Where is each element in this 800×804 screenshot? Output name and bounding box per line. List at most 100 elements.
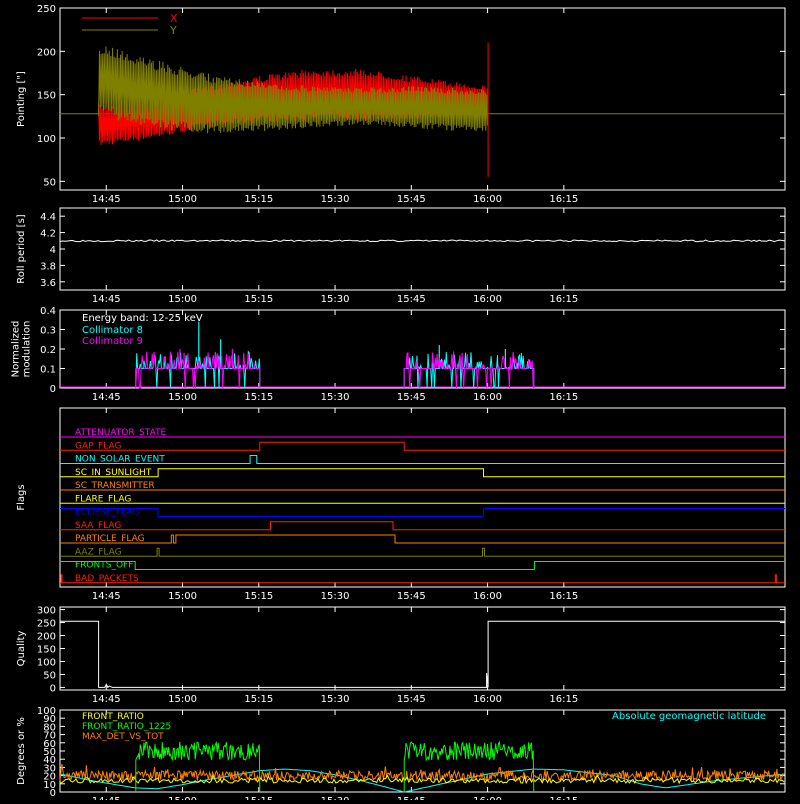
flags-frame bbox=[59, 407, 786, 588]
series-line-roll-period bbox=[59, 239, 785, 243]
flag-line-eclipse-flag bbox=[60, 508, 785, 517]
roll_period-xtick-label: 15:15 bbox=[244, 294, 273, 305]
ratios-xtick-label: 15:45 bbox=[397, 796, 426, 800]
flag-label-sc-transmitter: SC_TRANSMITTER bbox=[75, 481, 155, 491]
flags-xtick-label: 15:00 bbox=[168, 591, 197, 602]
series-line-Y bbox=[98, 46, 488, 134]
flags-xtick-label: 15:45 bbox=[397, 591, 426, 602]
series-line-quality bbox=[60, 620, 785, 689]
pointing-ylabel: Pointing ["] bbox=[16, 71, 27, 127]
legend-label-front-ratio-1225: FRONT_RATIO_1225 bbox=[82, 722, 171, 732]
modulation-ylabel: modulation bbox=[22, 321, 33, 378]
pointing-xtick-label: 15:30 bbox=[321, 194, 350, 205]
modulation-ytick-label: 0 bbox=[50, 384, 56, 395]
pointing-xtick-label: 15:15 bbox=[244, 194, 273, 205]
ratios-xtick-label: 15:30 bbox=[321, 796, 350, 800]
modulation-ytick-label: 0.1 bbox=[40, 365, 56, 376]
flag-line-bad-packets bbox=[60, 574, 785, 584]
flag-line-non-solar-event bbox=[60, 455, 785, 464]
modulation-ytick-label: 0.4 bbox=[40, 306, 56, 317]
flag-label-attenuator-state: ATTENUATOR_STATE bbox=[75, 428, 167, 438]
roll_period-xtick-label: 16:15 bbox=[549, 294, 578, 305]
modulation-xtick-label: 16:15 bbox=[549, 392, 578, 403]
flag-line-fronts-off bbox=[60, 561, 785, 570]
ratios-xtick-label: 15:15 bbox=[244, 796, 273, 800]
legend-label-max-det-vs-tot: MAX_DET_VS_TOT bbox=[82, 732, 164, 742]
flag-line-aaz-flag bbox=[60, 547, 785, 557]
ratios-ytick-label: 50 bbox=[43, 747, 56, 758]
flags-xtick-label: 16:00 bbox=[473, 591, 502, 602]
pointing-panel: 14:45 15:00 15:15 15:30 15:45 16:00 16:15 50 100… bbox=[16, 4, 786, 205]
flag-line-particle-flag bbox=[60, 534, 785, 544]
roll_period-ytick-label: 3.6 bbox=[40, 278, 56, 289]
ratios-xtick-label: 16:15 bbox=[549, 796, 578, 800]
flag-line-sc-in-sunlight bbox=[60, 468, 785, 478]
quality-xtick-label: 14:45 bbox=[92, 694, 121, 705]
ratios-xtick-label: 16:00 bbox=[473, 796, 502, 800]
series-line-Collimator-9 bbox=[403, 351, 535, 389]
roll_period-xtick-label: 15:30 bbox=[321, 294, 350, 305]
pointing-xtick-label: 15:45 bbox=[397, 194, 426, 205]
pointing-ytick-label: 150 bbox=[37, 91, 56, 102]
modulation-xtick-label: 16:00 bbox=[473, 392, 502, 403]
flag-label-particle-flag: PARTICLE_FLAG bbox=[75, 534, 145, 544]
quality-ytick-label: 50 bbox=[43, 670, 56, 681]
flags-xtick-label: 15:30 bbox=[321, 591, 350, 602]
flag-label-fronts-off: FRONTS_OFF bbox=[75, 561, 133, 571]
ratios-ytick-label: 10 bbox=[43, 780, 56, 791]
pointing-frame bbox=[59, 7, 786, 191]
legend-label-Collimator-9: Collimator 9 bbox=[82, 336, 143, 347]
geomagnetic-latitude-annotation: Absolute geomagnetic latitude bbox=[612, 711, 766, 722]
ratios-ytick-label: 100 bbox=[37, 706, 56, 717]
pointing-ytick-label: 100 bbox=[37, 134, 56, 145]
pointing-ytick-label: 250 bbox=[37, 4, 56, 15]
modulation-xtick-label: 15:00 bbox=[168, 392, 197, 403]
ratios-xtick-label: 15:00 bbox=[168, 796, 197, 800]
ratios-ytick-label: 20 bbox=[43, 772, 56, 783]
modulation-ytick-label: 0.3 bbox=[40, 326, 56, 337]
series-line-geomagnetic-latitude bbox=[59, 768, 785, 793]
roll_period-xtick-label: 16:00 bbox=[473, 294, 502, 305]
legend-label-front-ratio: FRONT_RATIO bbox=[82, 712, 144, 722]
flag-label-eclipse-flag: ECLIPSE_FLAG bbox=[75, 508, 139, 518]
flag-label-sc-in-sunlight: SC_IN_SUNLIGHT bbox=[75, 468, 152, 478]
pointing-xtick-label: 14:45 bbox=[92, 194, 121, 205]
series-line-front-ratio-1225 bbox=[403, 740, 535, 793]
ratios-ytick-label: 0 bbox=[50, 788, 56, 799]
quality-xtick-label: 15:00 bbox=[168, 694, 197, 705]
ratios-ytick-label: 60 bbox=[43, 739, 56, 750]
quality-ytick-label: 250 bbox=[37, 619, 56, 630]
quality-xtick-label: 16:15 bbox=[549, 694, 578, 705]
flags-xtick-label: 15:15 bbox=[244, 591, 273, 602]
modulation-xtick-label: 14:45 bbox=[92, 392, 121, 403]
quality-xtick-label: 15:15 bbox=[244, 694, 273, 705]
ratios-ytick-label: 80 bbox=[43, 722, 56, 733]
flags-ylabel: Flags bbox=[16, 484, 27, 510]
flags-xtick-label: 14:45 bbox=[92, 591, 121, 602]
quality-panel: 14:45 15:00 15:15 15:30 15:45 16:00 16:15 0 50 10… bbox=[16, 606, 786, 705]
roll_period-ytick-label: 4.4 bbox=[40, 212, 56, 223]
series-line-Collimator-8 bbox=[135, 350, 261, 389]
ratios-xtick-label: 14:45 bbox=[92, 796, 121, 800]
ratios-ytick-label: 70 bbox=[43, 731, 56, 742]
series-line-max-det-vs-tot bbox=[59, 763, 785, 783]
modulation-panel: 14:45 15:00 15:15 15:30 15:45 16:00 16:15 0 0.1 0… bbox=[11, 306, 786, 403]
flag-line-gap-flag bbox=[60, 441, 785, 451]
flags-panel: 14:45 15:00 15:15 15:30 15:45 16:00 16:15 Flags… bbox=[16, 407, 786, 602]
flag-line-saa-flag bbox=[60, 521, 785, 531]
modulation-xtick-label: 15:30 bbox=[321, 392, 350, 403]
flag-label-aaz-flag: AAZ_FLAG bbox=[75, 547, 122, 557]
roll_period-xtick-label: 15:00 bbox=[168, 294, 197, 305]
pointing-xtick-label: 15:00 bbox=[168, 194, 197, 205]
pointing-ytick-label: 50 bbox=[43, 177, 56, 188]
quality-xtick-label: 15:30 bbox=[321, 694, 350, 705]
quality-ytick-label: 150 bbox=[37, 645, 56, 656]
ratios-ytick-label: 30 bbox=[43, 763, 56, 774]
flag-label-gap-flag: GAP_FLAG bbox=[75, 441, 121, 451]
series-line-Collimator-9 bbox=[135, 351, 261, 389]
modulation-ytick-label: 0.2 bbox=[40, 345, 56, 356]
roll_period-ytick-label: 4.2 bbox=[40, 229, 56, 240]
quality-ytick-label: 0 bbox=[50, 683, 56, 694]
